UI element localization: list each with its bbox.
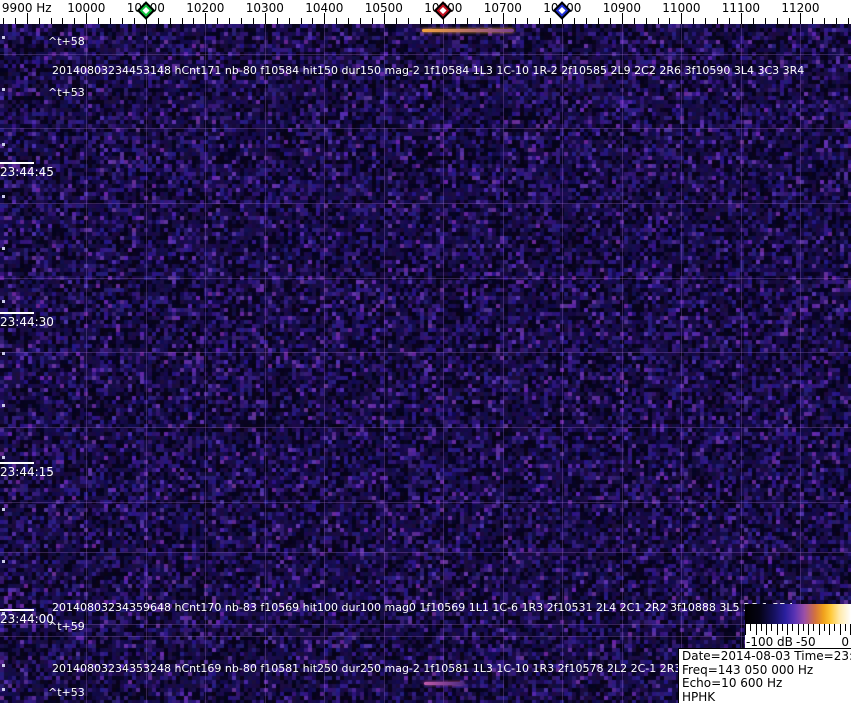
colorbar-tick bbox=[798, 624, 799, 635]
info-line-freq: Freq=143 050 000 Hz bbox=[682, 664, 851, 678]
colorbar-tick bbox=[845, 624, 846, 631]
info-line-echo: Echo=10 600 Hz bbox=[682, 677, 851, 691]
edge-tick bbox=[2, 195, 5, 198]
colorbar-tick bbox=[813, 624, 814, 631]
ruler-label: 11200 bbox=[781, 1, 819, 15]
ruler-label: 10300 bbox=[246, 1, 284, 15]
overlay-t-53-upper: ^t+53 bbox=[48, 86, 85, 99]
colorbar-label-max: 0 bbox=[841, 635, 849, 649]
ruler-label: 10200 bbox=[186, 1, 224, 15]
gridline-horizontal bbox=[0, 636, 851, 637]
time-axis-label-text: 23:44:00 bbox=[0, 612, 54, 626]
gridline-horizontal bbox=[0, 203, 851, 204]
colorbar-tick bbox=[792, 624, 793, 631]
ruler-label: 10700 bbox=[484, 1, 522, 15]
time-axis-tick bbox=[0, 312, 34, 314]
edge-tick bbox=[2, 664, 5, 667]
overlay-event-1: 20140803234453148 hCnt171 nb-80 f10584 h… bbox=[52, 64, 804, 77]
time-axis-tick bbox=[0, 462, 34, 464]
ruler-label: 10500 bbox=[365, 1, 403, 15]
overlay-t-59: ^t+59 bbox=[48, 620, 85, 633]
colorbar-tick bbox=[824, 624, 825, 631]
gridline-horizontal bbox=[0, 624, 851, 625]
meteor-echo-trace-top bbox=[422, 29, 514, 32]
ruler-label: 11100 bbox=[722, 1, 760, 15]
colorbar-tick bbox=[750, 624, 751, 631]
time-axis-tick bbox=[0, 162, 34, 164]
frequency-ruler[interactable]: 9900 Hz100001010010200103001040010500106… bbox=[0, 0, 851, 24]
time-axis-tick bbox=[0, 609, 34, 611]
edge-tick bbox=[2, 36, 5, 39]
colorbar-label-min: -100 dB bbox=[746, 635, 793, 649]
colorbar-tick bbox=[834, 624, 835, 631]
colorbar-tick bbox=[819, 624, 820, 635]
gridline-horizontal bbox=[0, 552, 851, 553]
colorbar-tick bbox=[761, 624, 762, 631]
time-axis-label: 23:44:15 bbox=[0, 462, 54, 479]
ruler-label: 10900 bbox=[603, 1, 641, 15]
spectrogram-window: 9900 Hz100001010010200103001040010500106… bbox=[0, 0, 851, 703]
edge-tick bbox=[2, 508, 5, 511]
info-line-station: HPHK bbox=[682, 691, 851, 703]
gridline-vertical bbox=[800, 24, 801, 703]
station-info-box: Date=2014-08-03 Time=23:44 UTC Freq=143 … bbox=[678, 648, 851, 703]
gridline-horizontal bbox=[0, 427, 851, 428]
edge-tick bbox=[2, 143, 5, 146]
colorbar-tick bbox=[840, 624, 841, 635]
time-axis-label-text: 23:44:15 bbox=[0, 465, 54, 479]
marker-center-dot bbox=[559, 7, 566, 14]
marker-center-dot bbox=[440, 7, 447, 14]
colorbar-tick bbox=[766, 624, 767, 635]
gridline-horizontal bbox=[0, 278, 851, 279]
colorbar-tick bbox=[756, 624, 757, 635]
colorbar-tick bbox=[829, 624, 830, 635]
overlay-t-53-lower: ^t+53 bbox=[48, 686, 85, 699]
time-axis-label-text: 23:44:30 bbox=[0, 315, 54, 329]
edge-tick bbox=[2, 560, 5, 563]
colorbar-tick bbox=[808, 624, 809, 635]
edge-tick bbox=[2, 688, 5, 691]
gridline-horizontal bbox=[0, 352, 851, 353]
time-axis-label: 23:44:45 bbox=[0, 162, 54, 179]
gridline-horizontal bbox=[0, 128, 851, 129]
colorbar-tick bbox=[771, 624, 772, 631]
edge-tick bbox=[2, 352, 5, 355]
overlay-event-2: 20140803234359648 hCnt170 nb-83 f10569 h… bbox=[52, 601, 794, 614]
marker-center-dot bbox=[142, 7, 149, 14]
gridline-horizontal bbox=[0, 502, 851, 503]
colorbar-tick bbox=[803, 624, 804, 631]
edge-tick bbox=[2, 300, 5, 303]
overlay-t-58: ^t+58 bbox=[48, 35, 85, 48]
edge-tick bbox=[2, 88, 5, 91]
ruler-label: 10400 bbox=[305, 1, 343, 15]
colorbar-tick bbox=[782, 624, 783, 631]
time-axis-label: 23:44:30 bbox=[0, 312, 54, 329]
colorbar-tick bbox=[787, 624, 788, 635]
time-axis-label-text: 23:44:45 bbox=[0, 165, 54, 179]
edge-tick bbox=[2, 404, 5, 407]
spectrogram-canvas[interactable]: 23:44:45 23:44:30 23:44:15 23:44:00 ^t+58 20… bbox=[0, 24, 851, 703]
ruler-label: 10000 bbox=[67, 1, 105, 15]
edge-tick bbox=[2, 247, 5, 250]
colorbar-label-mid: -50 bbox=[796, 635, 816, 649]
colorbar-gradient bbox=[745, 604, 851, 624]
overlay-event-3: 20140803234353248 hCnt169 nb-80 f10581 h… bbox=[52, 662, 773, 675]
time-axis-label: 23:44:00 bbox=[0, 609, 54, 626]
colorbar-tick bbox=[745, 624, 746, 635]
edge-tick bbox=[2, 456, 5, 459]
colorbar-tick bbox=[777, 624, 778, 635]
info-line-date: Date=2014-08-03 Time=23:44 UTC bbox=[682, 650, 851, 664]
meteor-echo-trace-bottom bbox=[424, 682, 464, 685]
ruler-label: 11000 bbox=[662, 1, 700, 15]
gridline-horizontal bbox=[0, 54, 851, 55]
colorbar-legend: -100 dB -50 0 bbox=[745, 604, 851, 649]
ruler-label: 9900 Hz bbox=[2, 1, 52, 15]
